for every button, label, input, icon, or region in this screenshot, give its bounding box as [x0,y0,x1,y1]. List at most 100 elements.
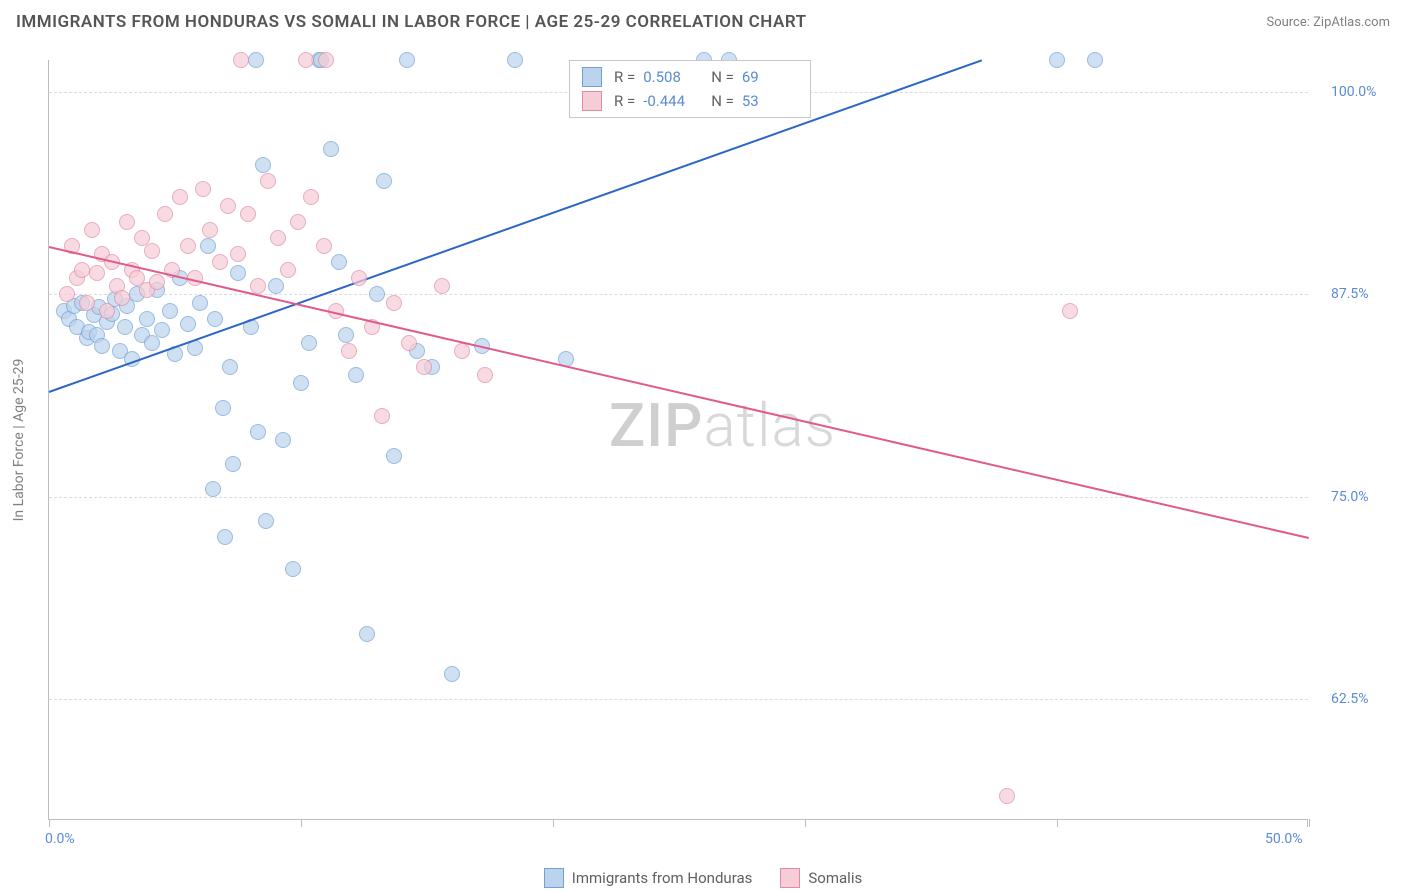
chart-container: In Labor Force | Age 25-29 ZIPatlas 62.5… [48,48,1390,852]
data-point [298,52,314,68]
watermark-b: atlas [703,390,836,461]
data-point [172,189,188,205]
data-point [454,343,470,359]
data-point [376,173,392,189]
data-point [507,52,523,68]
data-point [89,265,105,281]
data-point [162,303,178,319]
data-point [416,359,432,375]
x-tick-label: 0.0% [45,831,75,847]
data-point [149,274,165,290]
data-point [275,432,291,448]
y-axis-label: In Labor Force | Age 25-29 [11,358,27,521]
watermark-a: ZIP [609,390,703,461]
data-point [157,206,173,222]
data-point [240,206,256,222]
data-point [293,375,309,391]
data-point [351,270,367,286]
data-point [331,254,347,270]
data-point [290,214,306,230]
data-point [230,246,246,262]
y-tick-label: 87.5% [1331,286,1369,302]
data-point [386,295,402,311]
legend-label-somalis: Somalis [808,869,862,887]
source-label: Source: [1266,15,1313,30]
data-point [250,424,266,440]
data-point [255,157,271,173]
data-point [401,335,417,351]
data-point [233,52,249,68]
data-point [341,343,357,359]
plot-area: In Labor Force | Age 25-29 ZIPatlas 62.5… [48,60,1308,820]
y-tick-label: 62.5% [1331,691,1369,707]
legend-bottom: Immigrants from Honduras Somalis [0,868,1406,888]
data-point [74,262,90,278]
data-point [144,335,160,351]
legend-item-somalis: Somalis [780,868,862,888]
data-point [192,295,208,311]
data-point [205,481,221,497]
source: Source: ZipAtlas.com [1266,15,1390,30]
data-point [59,286,75,302]
data-point [250,278,266,294]
stat-r-label: R = [614,92,635,110]
data-point [268,278,284,294]
data-point [323,141,339,157]
data-point [434,278,450,294]
data-point [154,322,170,338]
data-point [225,456,241,472]
stats-swatch [582,91,602,111]
stat-r-value: 0.508 [643,68,699,86]
data-point [248,52,264,68]
data-point [217,529,233,545]
data-point [444,666,460,682]
stat-r-label: R = [614,68,635,86]
stat-r-value: -0.444 [643,92,699,110]
stats-swatch [582,67,602,87]
gridline-h [49,497,1308,498]
data-point [260,173,276,189]
data-point [84,222,100,238]
data-point [114,290,130,306]
x-tick [301,819,302,827]
gridline-h [49,699,1308,700]
x-tick [1307,819,1308,827]
y-tick-label: 100.0% [1331,84,1376,100]
x-tick [1309,819,1310,827]
stat-n-label: N = [711,68,734,86]
data-point [270,230,286,246]
data-point [180,316,196,332]
x-tick [553,819,554,827]
data-point [230,265,246,281]
legend-item-honduras: Immigrants from Honduras [544,868,753,888]
data-point [369,286,385,302]
data-point [386,448,402,464]
legend-swatch-honduras [544,868,564,888]
data-point [139,311,155,327]
data-point [202,222,218,238]
data-point [477,367,493,383]
data-point [301,335,317,351]
legend-label-honduras: Immigrants from Honduras [572,869,753,887]
data-point [144,243,160,259]
stat-n-value: 53 [742,92,798,110]
data-point [258,513,274,529]
source-name: ZipAtlas.com [1313,15,1390,30]
chart-title: IMMIGRANTS FROM HONDURAS VS SOMALI IN LA… [16,12,807,32]
data-point [220,198,236,214]
gridline-h [49,294,1308,295]
data-point [318,52,334,68]
data-point [338,327,354,343]
data-point [200,238,216,254]
data-point [94,338,110,354]
stat-n-value: 69 [742,68,798,86]
data-point [195,181,211,197]
data-point [399,52,415,68]
x-tick [49,819,50,827]
trend-line [49,246,1309,539]
data-point [215,400,231,416]
data-point [1087,52,1103,68]
stats-legend-row: R = -0.444N = 53 [570,89,810,113]
x-tick [1057,819,1058,827]
data-point [359,626,375,642]
